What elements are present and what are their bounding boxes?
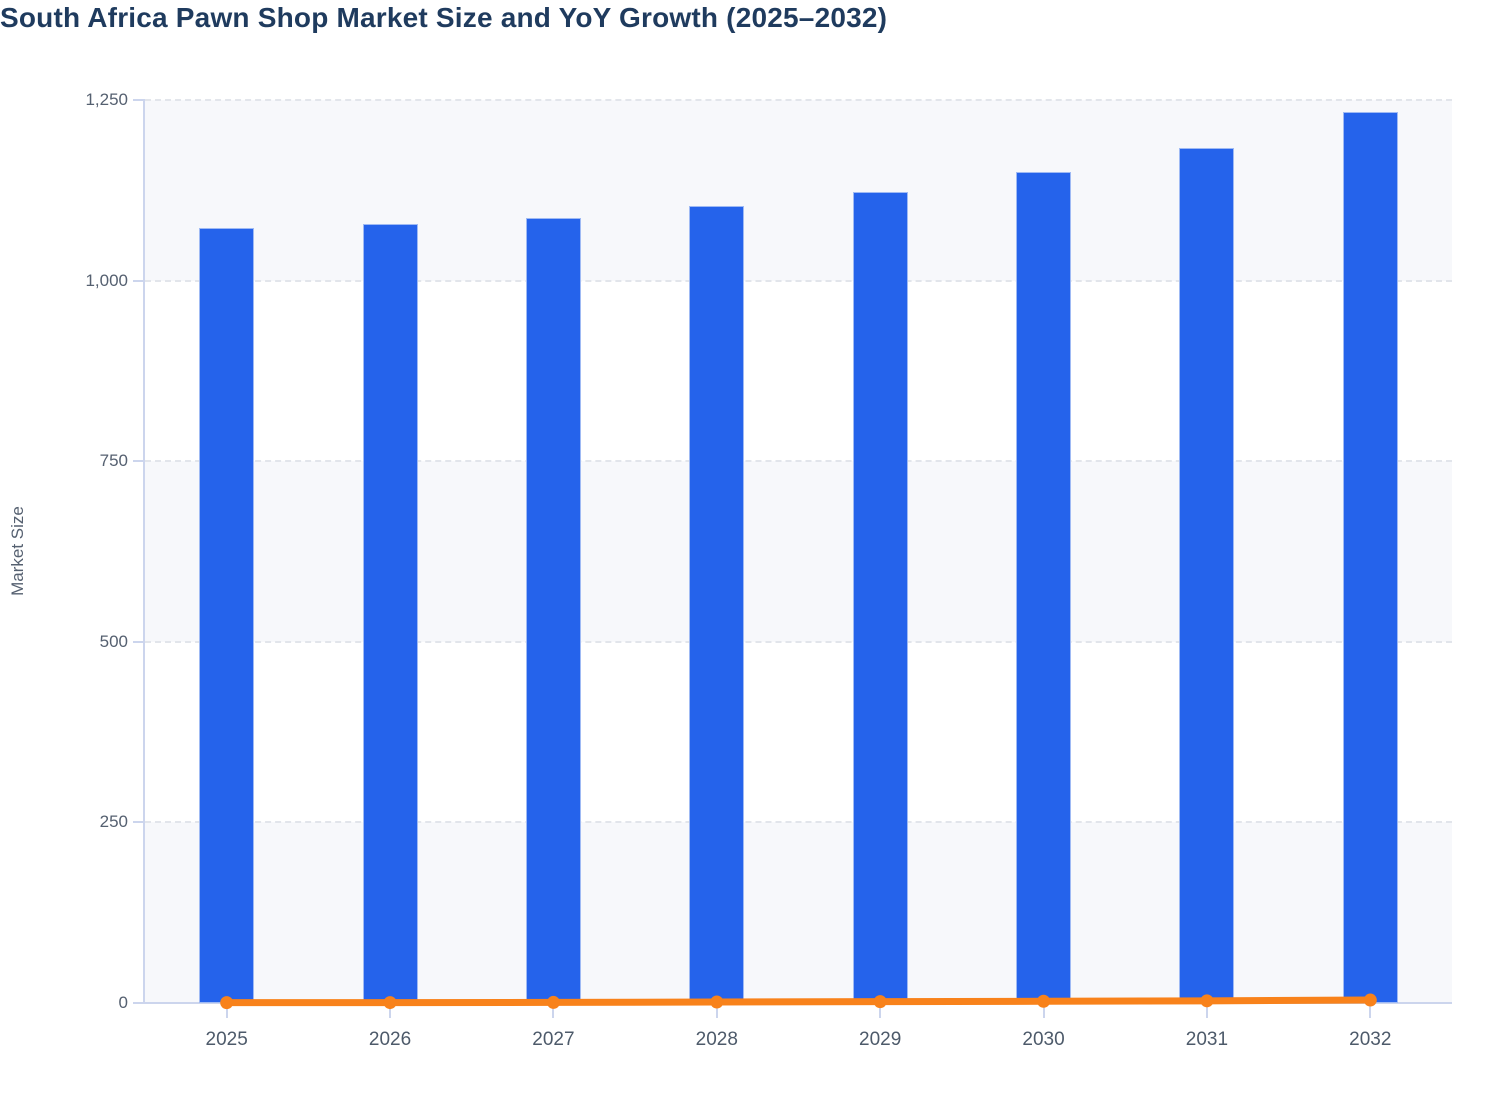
plot-band	[145, 461, 1452, 642]
grid-line	[145, 99, 1452, 101]
x-tick-label-2028: 2028	[695, 1029, 738, 1050]
y-axis-tick	[133, 460, 145, 463]
y-tick-label: 750	[99, 451, 128, 471]
x-tick-label-2029: 2029	[859, 1029, 902, 1050]
x-tick-label-2031: 2031	[1185, 1029, 1229, 1050]
plot-band	[145, 822, 1452, 1003]
bar-2027	[525, 217, 581, 1003]
y-axis-title: Market Size	[8, 506, 27, 596]
bar-2029	[852, 191, 908, 1003]
y-axis-tick	[133, 1002, 145, 1004]
x-axis-tick	[715, 1003, 718, 1018]
grid-line	[145, 821, 1452, 824]
y-axis-tick	[133, 279, 145, 282]
x-tick-label-2026: 2026	[368, 1029, 412, 1050]
x-axis-tick	[1042, 1003, 1045, 1018]
x-tick-label-2027: 2027	[532, 1029, 575, 1050]
grid-line	[145, 279, 1452, 282]
x-tick-label-2025: 2025	[205, 1029, 248, 1050]
x-axis-tick	[1205, 1003, 1208, 1018]
bar-2025	[199, 227, 255, 1003]
bar-2030	[1016, 171, 1072, 1003]
grid-line	[145, 460, 1452, 463]
y-axis-line	[143, 100, 145, 1003]
y-axis-tick	[133, 640, 145, 643]
x-axis-line	[133, 1002, 1452, 1004]
y-axis-tick	[133, 99, 145, 101]
bar-2032	[1342, 112, 1398, 1003]
x-axis-tick	[1369, 1003, 1372, 1018]
y-tick-label: 500	[99, 631, 128, 651]
grid-line	[145, 640, 1452, 643]
chart-title: South Africa Pawn Shop Market Size and Y…	[0, 2, 888, 33]
x-axis-tick	[879, 1003, 882, 1018]
bar-2031	[1179, 147, 1235, 1003]
bar-2028	[689, 206, 745, 1003]
x-tick-label-2030: 2030	[1022, 1029, 1065, 1050]
y-axis-tick	[133, 821, 145, 824]
x-tick-label-2032: 2032	[1349, 1029, 1392, 1050]
x-axis-tick	[552, 1003, 555, 1018]
y-tick-label: 1,000	[85, 270, 128, 290]
y-tick-label: 0	[118, 993, 128, 1012]
x-axis-tick	[389, 1003, 392, 1018]
y-tick-label: 1,250	[85, 90, 128, 109]
bar-2026	[362, 224, 418, 1003]
x-axis-tick	[225, 1003, 228, 1018]
y-tick-label: 250	[99, 812, 128, 832]
plot-band	[145, 100, 1452, 281]
